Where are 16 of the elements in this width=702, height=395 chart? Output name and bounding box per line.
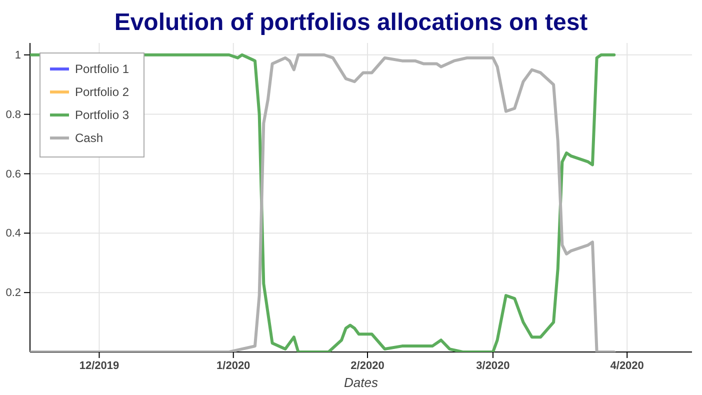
x-tick-label: 4/2020 [610, 360, 644, 372]
y-tick-label: 0.8 [6, 108, 21, 121]
legend-label: Cash [75, 131, 104, 145]
chart-title: Evolution of portfolios allocations on test [114, 9, 588, 36]
x-tick-label: 1/2020 [216, 360, 250, 372]
x-tick-label: 12/2019 [79, 360, 120, 372]
y-tick-label: 0.4 [6, 228, 21, 240]
x-tick-label: 2/2020 [350, 360, 384, 372]
x-tick-label: 3/2020 [476, 360, 510, 372]
y-tick-label: 0.2 [6, 287, 21, 300]
legend-label: Portfolio 2 [75, 85, 130, 99]
legend-label: Portfolio 3 [75, 108, 130, 122]
y-tick-label: 0.6 [6, 168, 21, 180]
legend-label: Portfolio 1 [75, 62, 130, 76]
y-tick-label: 1 [14, 49, 21, 62]
x-axis-title: Dates [344, 375, 378, 390]
